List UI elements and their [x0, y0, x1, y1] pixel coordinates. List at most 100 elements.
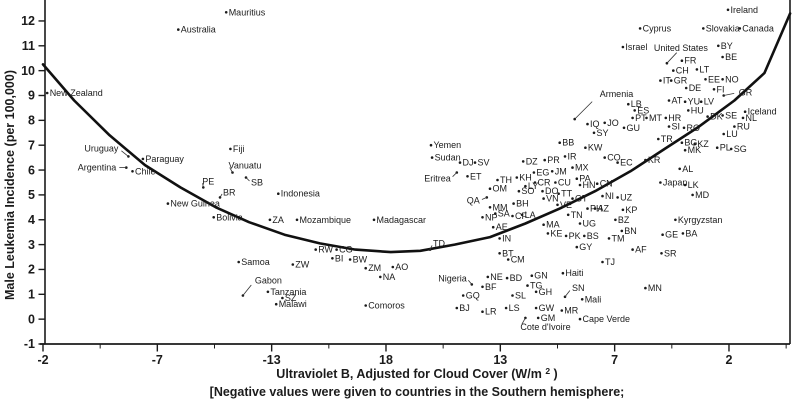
- country-point: BG: [680, 138, 697, 148]
- country-label: Cote d'Ivoire: [520, 322, 570, 332]
- country-label: CM: [511, 255, 525, 265]
- country-point: Japan: [659, 178, 687, 188]
- country-point: BN: [620, 226, 637, 236]
- country-point: Chile: [131, 166, 156, 176]
- country-point: New Guinea: [166, 199, 220, 209]
- point-marker: [532, 171, 536, 174]
- country-label: LU: [726, 129, 738, 139]
- point-marker: [364, 304, 368, 307]
- country-point: BT: [498, 248, 514, 258]
- label-leader-line: [245, 177, 250, 182]
- country-point: SO: [517, 186, 534, 196]
- point-marker: [614, 218, 617, 222]
- country-label: IQ: [590, 119, 600, 129]
- country-label: NL: [746, 113, 758, 123]
- country-label: MK: [688, 145, 702, 155]
- country-point: CR: [533, 178, 551, 188]
- country-point: GW: [534, 303, 555, 313]
- country-point: DZ: [521, 156, 538, 166]
- point-marker: [683, 148, 687, 152]
- country-point: Mauritius: [224, 7, 266, 17]
- country-label: NA: [383, 272, 396, 282]
- country-point: GY: [575, 242, 592, 252]
- country-point: LT: [695, 64, 710, 74]
- point-marker: [530, 274, 534, 278]
- country-point: SE: [721, 110, 737, 120]
- country-label: GH: [539, 287, 553, 297]
- y-tick-label: 12: [21, 14, 35, 28]
- point-marker: [557, 192, 560, 195]
- country-point: SB: [244, 176, 263, 188]
- point-marker: [131, 170, 134, 173]
- country-label: IT: [663, 76, 672, 86]
- point-marker: [335, 248, 338, 251]
- point-marker: [644, 158, 647, 162]
- country-point: Canada: [738, 23, 774, 33]
- country-point: GR: [722, 88, 753, 98]
- country-label: SN: [572, 283, 585, 293]
- point-marker: [695, 68, 699, 71]
- country-label: Eritrea: [424, 174, 451, 184]
- country-point: MA: [542, 220, 560, 230]
- country-point: AO: [391, 262, 408, 272]
- point-marker: [534, 290, 538, 294]
- country-point: Malawi: [274, 299, 307, 309]
- country-point: SN: [563, 283, 585, 299]
- point-marker: [715, 146, 719, 149]
- country-label: IN: [502, 233, 511, 243]
- country-label: Canada: [742, 23, 774, 33]
- point-marker: [659, 181, 662, 184]
- point-marker: [722, 132, 725, 136]
- label-leader-line: [666, 52, 677, 64]
- country-label: Mozambique: [300, 215, 352, 225]
- point-marker: [578, 317, 582, 321]
- x-tick-label: 18: [379, 353, 393, 367]
- country-label: MR: [564, 306, 578, 316]
- country-point: Israel: [621, 42, 647, 52]
- country-label: ET: [470, 171, 482, 181]
- country-point: KW: [584, 143, 603, 153]
- point-marker: [543, 158, 546, 162]
- country-label: SO: [521, 186, 534, 196]
- country-point: GM: [536, 313, 555, 323]
- country-point: Argentina: [78, 163, 128, 173]
- country-point: MR: [560, 306, 579, 316]
- point-marker: [566, 213, 570, 217]
- country-label: New Zealand: [50, 88, 103, 98]
- point-marker: [506, 258, 510, 261]
- point-marker: [621, 208, 625, 212]
- country-label: KR: [648, 155, 661, 165]
- country-label: ES: [637, 105, 649, 115]
- x-tick-label: 7: [611, 353, 618, 367]
- country-point: GQ: [461, 291, 480, 301]
- country-point: LB: [627, 99, 642, 109]
- country-label: SY: [597, 128, 609, 138]
- point-marker: [473, 161, 477, 164]
- country-point: Cote d'Ivoire: [520, 316, 571, 332]
- point-marker: [237, 260, 240, 264]
- country-label: Nigeria: [438, 273, 467, 283]
- country-label: LT: [699, 64, 709, 74]
- country-point: Tanzania: [266, 287, 306, 297]
- country-label: Argentina: [78, 163, 117, 173]
- point-marker: [620, 229, 624, 233]
- x-tick-label: -7: [152, 353, 163, 367]
- country-point: SV: [473, 158, 490, 168]
- country-point: Ireland: [726, 5, 758, 15]
- point-marker: [455, 306, 459, 310]
- country-point: TD: [428, 239, 445, 251]
- country-point: IN: [498, 233, 511, 243]
- point-marker: [348, 258, 352, 261]
- point-marker: [512, 202, 515, 205]
- y-tick-label: 4: [28, 213, 35, 227]
- country-label: PA: [579, 174, 590, 184]
- point-marker: [729, 147, 733, 151]
- country-point: Eritrea: [424, 171, 459, 184]
- point-marker: [542, 223, 545, 226]
- country-point: HU: [687, 105, 704, 115]
- country-point: ZW: [291, 260, 310, 270]
- country-point: TJ: [601, 257, 615, 267]
- country-point: LV: [699, 97, 714, 107]
- point-marker: [733, 125, 736, 128]
- country-point: UZ: [616, 192, 633, 202]
